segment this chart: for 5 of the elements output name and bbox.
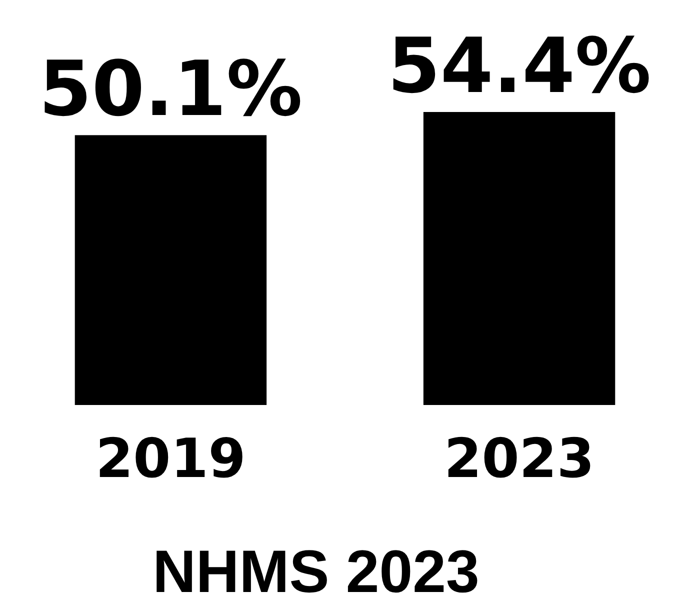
data-label: 50.1% — [38, 44, 303, 134]
text: NHMS 2023 — [152, 538, 480, 604]
data-label: 54.4% — [387, 21, 652, 110]
x-tick-label: 2019 — [96, 427, 246, 490]
x-tick-label: 2023 — [444, 427, 594, 490]
